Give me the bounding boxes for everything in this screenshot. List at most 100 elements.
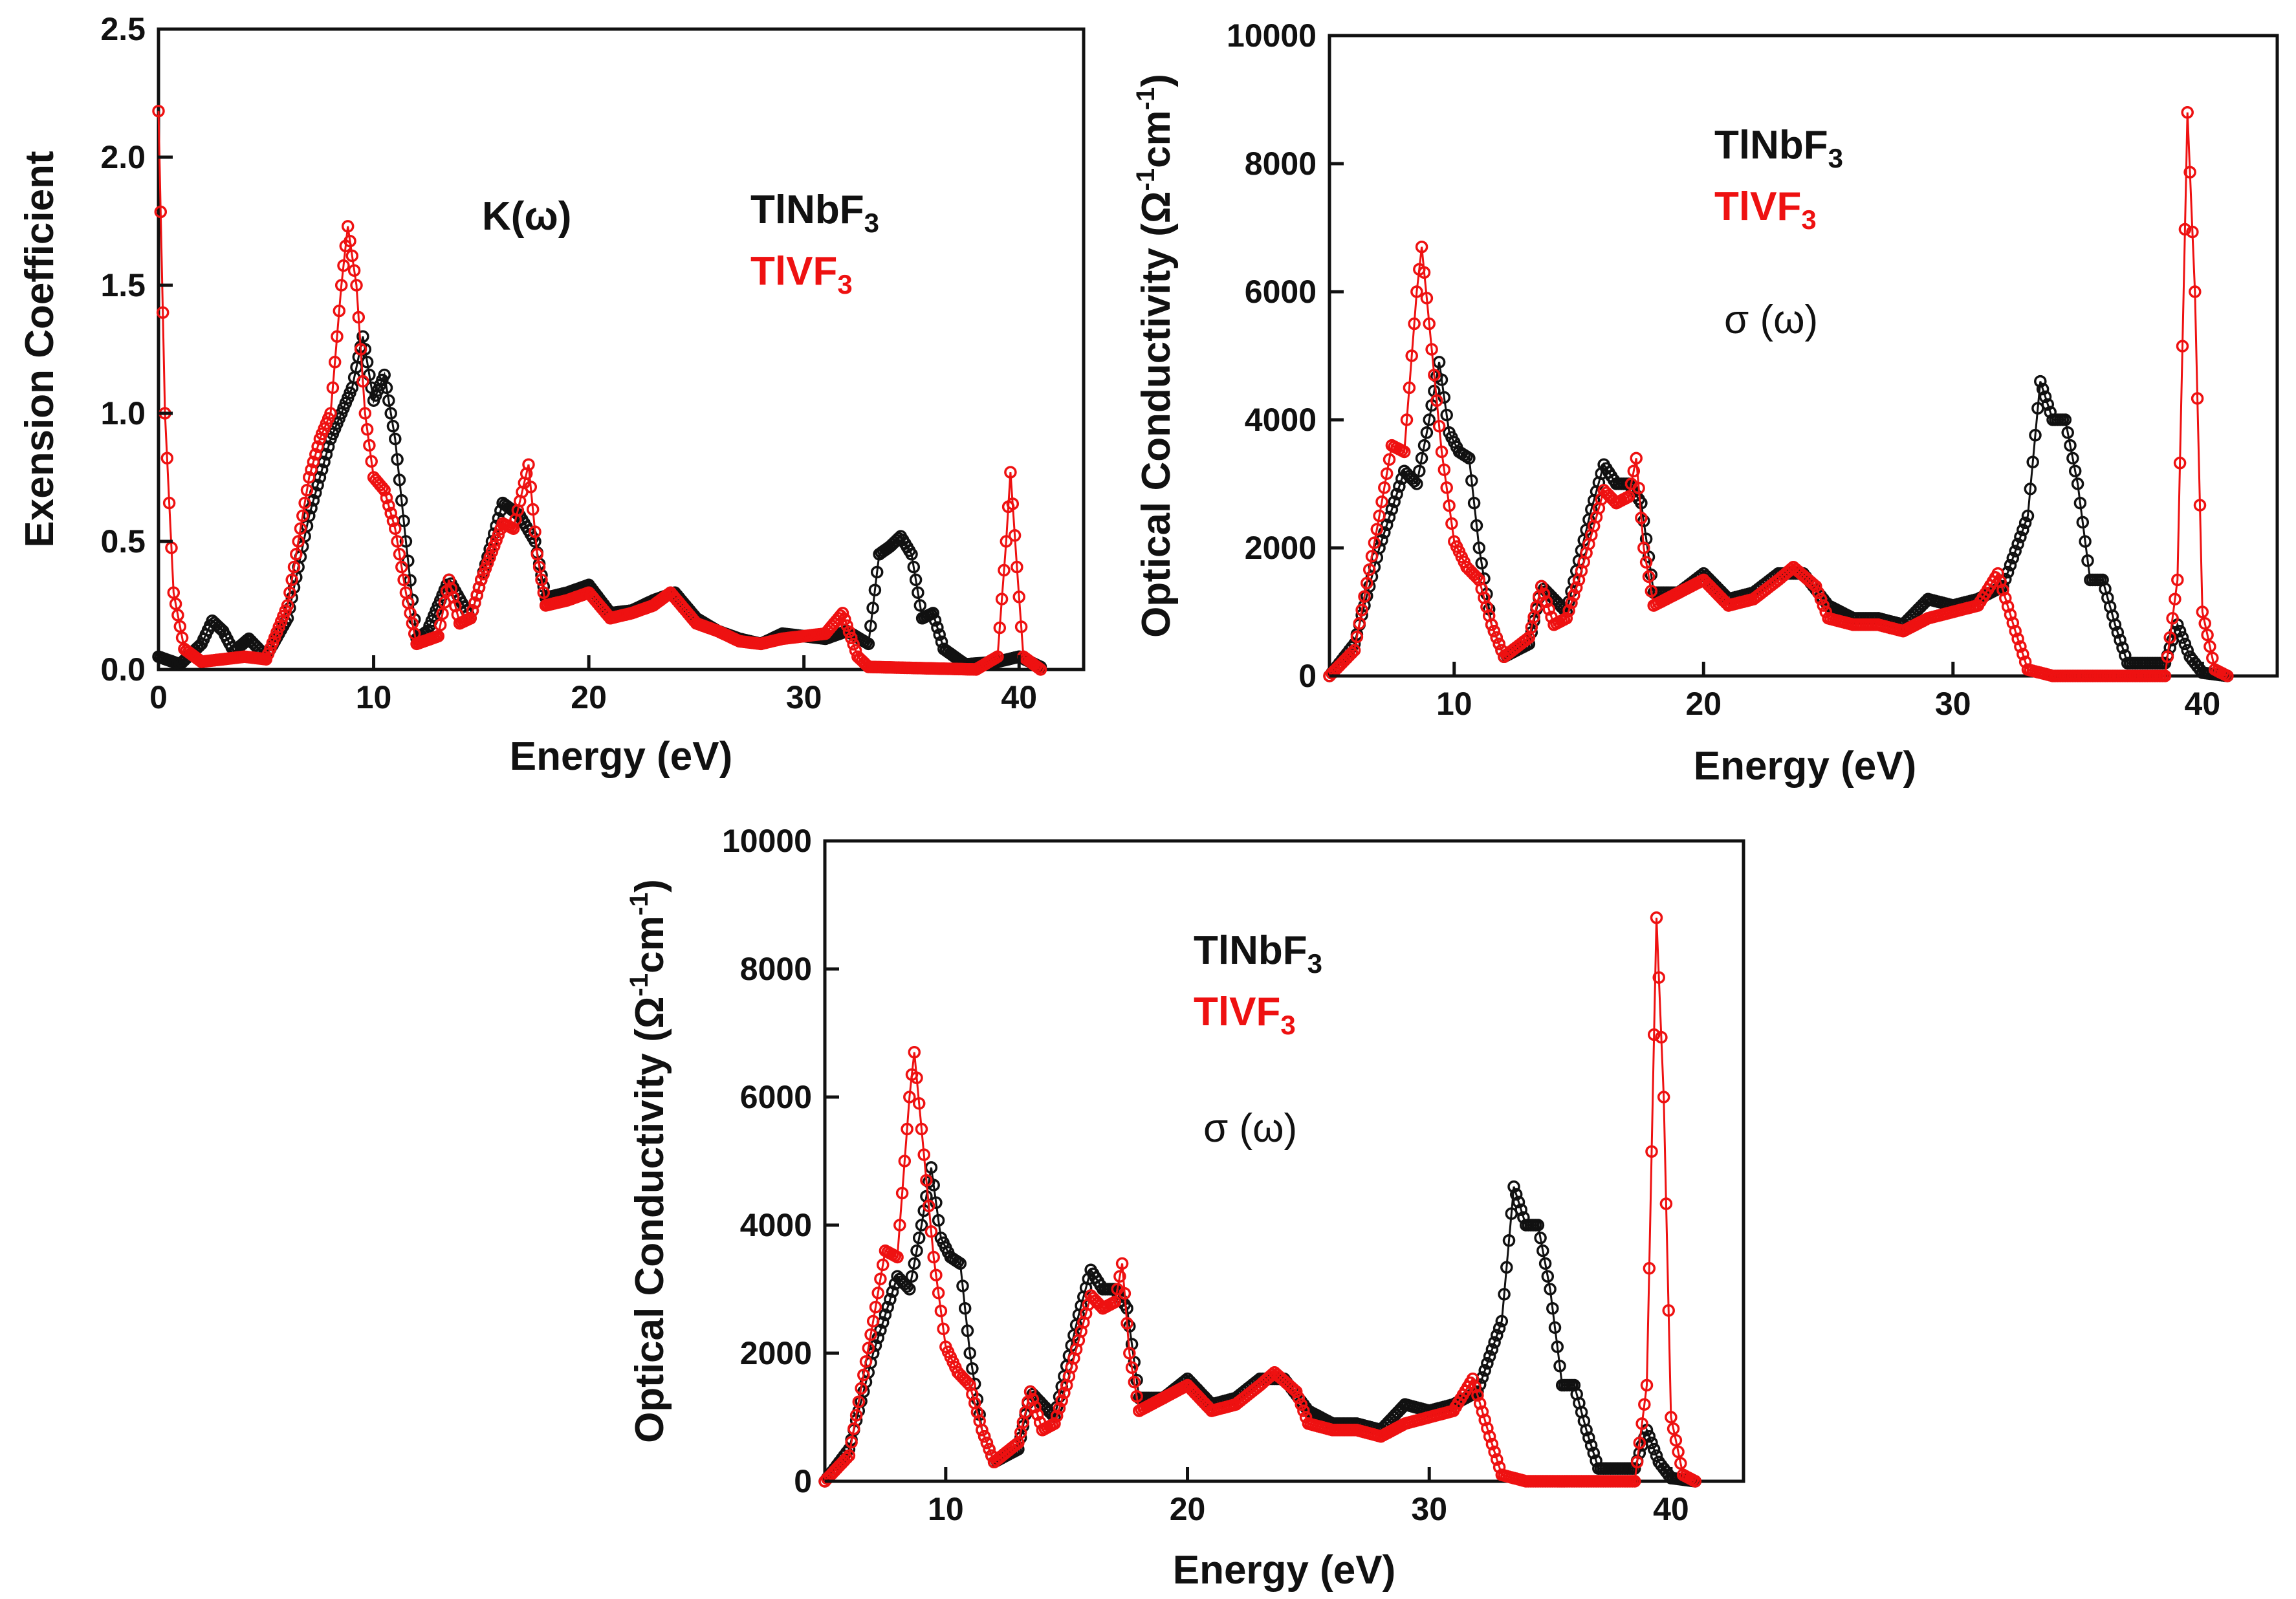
k-omega-series-tlnbf3-point — [399, 535, 413, 548]
sigma-2-series-tlvf3-point — [961, 1376, 974, 1389]
k-omega-series-tlvf3-point — [309, 448, 322, 461]
k-omega-series-tlvf3-point — [341, 220, 355, 233]
sigma-2-series-tlvf3-point — [1633, 1436, 1646, 1450]
sigma-1-series-tlvf3-point — [2166, 612, 2179, 625]
k-omega-series-tlvf3-point — [378, 484, 391, 497]
sigma-2-series-tlvf3-point — [1478, 1413, 1491, 1426]
sigma-2-series-tlnbf3-point — [1509, 1188, 1523, 1201]
sigma-2-series-tlvf3-point — [922, 1199, 935, 1213]
sigma-1-series-tlvf3-point — [1562, 604, 1575, 617]
sigma-1-series-tlnbf3-point — [1410, 477, 1423, 490]
k-omega-series-tlvf3-point — [298, 496, 311, 510]
sigma-1-series-tlnbf3-point — [1472, 541, 1486, 554]
sigma-2-axes-frame — [823, 839, 1745, 1483]
sigma-1-series-tlvf3-point — [1428, 368, 1441, 382]
k-omega-series-tlvf3-point — [842, 625, 856, 638]
k-omega-series-tlvf3-point — [376, 481, 389, 494]
k-omega-series-tlvf3-point — [481, 556, 494, 570]
sigma-2-series-tlnbf3-point — [1500, 1261, 1513, 1274]
k-omega-series-tlnbf3-point — [909, 573, 923, 587]
k-omega-series-tlvf3-point — [337, 259, 350, 272]
sigma-2-annotation: σ (ω) — [1203, 1106, 1297, 1151]
k-omega-series-tlvf3-point — [488, 539, 501, 552]
sigma-1-series-tlnbf3-point — [1378, 526, 1391, 539]
sigma-1-series-tlnbf3-point — [2039, 390, 2052, 404]
sigma-2-series-tlvf3-point — [1292, 1391, 1306, 1405]
k-omega-series-tlvf3-point — [331, 330, 344, 343]
sigma-2-series-tlnbf3-point — [1502, 1234, 1516, 1247]
k-omega-series-tlvf3-point — [845, 631, 858, 645]
sigma-2-series-tlvf3-point — [847, 1422, 860, 1435]
sigma-1-axis-ticks: 10 20 30 40 0 2000 4000 6000 8000 10000 — [1227, 17, 2220, 722]
k-omega-series-tlvf3-point — [1011, 560, 1023, 574]
sigma-2-series-tlnbf3-point — [1544, 1283, 1557, 1296]
sigma-1-series-tlvf3-point — [1408, 317, 1421, 331]
sigma-1-series-tlnbf3-point — [1438, 391, 1451, 404]
k-omega-series-tlvf3-point — [171, 609, 184, 622]
sigma-1-series-tlvf3-point — [1568, 589, 1580, 602]
sigma-1-series-tlvf3-point — [2009, 624, 2022, 638]
sigma-2-series-tlvf3-point — [976, 1424, 989, 1437]
k-omega-series-tlvf3-point — [162, 496, 176, 510]
sigma-1-series-tlnbf3-point — [1417, 439, 1431, 452]
sigma-2-series-tlvf3-point — [893, 1219, 906, 1232]
k-omega-series-tlvf3-point — [283, 586, 296, 599]
k-omega-series-tlvf3-point — [287, 560, 301, 574]
sigma-1-series-tlvf3-point — [1632, 481, 1645, 495]
sigma-1-series-tlvf3-point — [1361, 576, 1373, 590]
sigma-2-series-tlvf3-point — [1643, 1262, 1656, 1275]
sigma-2-series-tlnbf3-point — [1536, 1244, 1549, 1257]
k-omega-series-tlnbf3-point — [866, 602, 879, 615]
chart-sigma-omega-1: 10 20 30 40 0 2000 4000 6000 8000 10000 Energy (e… — [1132, 17, 2279, 789]
sigma-2-series-tlnbf3-point — [901, 1280, 913, 1293]
sigma-1-series-tlvf3-point — [2014, 640, 2027, 653]
k-omega-series-tlvf3-point — [173, 620, 187, 633]
sigma-1-series-tlvf3-point — [1348, 644, 1361, 657]
sigma-1-series-tlvf3-point — [1353, 617, 1366, 630]
sigma-2-legend-tlvf3: TlVF3 — [1194, 990, 1296, 1040]
sigma-2-series-tlvf3-point — [891, 1250, 904, 1264]
sigma-1-series-tlvf3-point — [1784, 563, 1797, 576]
sigma-2-series-tlvf3-point — [855, 1382, 868, 1395]
sigma-2-series-tlvf3-point — [852, 1395, 866, 1408]
sigma-2-series-tlvf3-point — [1672, 1445, 1685, 1459]
sigma-2-axis-ticks: 10 20 30 40 0 2000 4000 6000 8000 10000 — [722, 823, 1689, 1527]
sigma-2-series-tlnbf3-point — [1650, 1449, 1663, 1463]
sigma-1-series-tlvf3-point — [1423, 317, 1436, 331]
k-omega-series-tlvf3-point — [382, 499, 395, 512]
k-omega-series-tlvf3-point — [303, 471, 316, 484]
sigma-1-series-tlnbf3-point — [2006, 552, 2020, 565]
sigma-2-series-tlvf3-point — [910, 1071, 923, 1085]
sigma-2-data-marks — [818, 911, 1702, 1488]
sigma-2-series-tlnbf3-point — [958, 1301, 972, 1315]
sigma-1-data-marks — [1323, 106, 2234, 682]
sigma-1-series-tlvf3-point — [2176, 340, 2189, 353]
sigma-2-series-tlnbf3-point — [908, 1257, 921, 1270]
sigma-2-series-tlvf3-point — [927, 1250, 940, 1264]
sigma-2-series-tlnbf3-point — [1498, 1288, 1511, 1301]
chart-k-omega: 0 10 20 30 400.00.51.01.52.02.5 Energy (eV) … — [17, 11, 1086, 779]
k-omega-series-tlvf3-point — [526, 503, 540, 516]
k-omega-series-tlvf3-point — [345, 249, 359, 263]
k-omega-series-tlvf3-point — [356, 375, 369, 388]
sigma-2-series-tlvf3-point — [1662, 1304, 1675, 1317]
k-omega-axis-ticks: 0 10 20 30 40 0.0 0.5 1.0 1.5 2.0 2.5 — [100, 11, 1037, 715]
sigma-1-series-tlvf3-point — [2169, 593, 2181, 605]
k-omega-series-tlvf3-point — [530, 548, 544, 561]
sigma-1-series-tlnbf3-point — [1408, 475, 1421, 488]
sigma-2-series-tlnbf3-point — [932, 1213, 945, 1227]
sigma-2-series-tlnbf3-point — [956, 1279, 969, 1292]
k-omega-series-tlvf3-point — [354, 343, 367, 356]
sigma-1-series-tlnbf3-point — [2036, 382, 2050, 396]
k-omega-series-tlnbf3-point — [404, 574, 417, 587]
sigma-1-series-tlnbf3-point — [2178, 637, 2192, 651]
k-omega-series-tlvf3-point — [995, 593, 1009, 605]
sigma-2-series-tlvf3-point — [930, 1268, 943, 1281]
sigma-1-series-tlvf3-point — [1420, 292, 1434, 305]
sigma-2-series-tlvf3-point — [1473, 1397, 1487, 1410]
k-omega-series-tlnbf3-point — [311, 479, 324, 492]
sigma-1-series-tlvf3-point — [1487, 624, 1501, 638]
sigma-1-x-tick-label: 10 — [1436, 686, 1472, 722]
sigma-1-series-tlvf3-point — [2158, 669, 2172, 682]
k-omega-series-tlnbf3-point — [868, 583, 882, 596]
